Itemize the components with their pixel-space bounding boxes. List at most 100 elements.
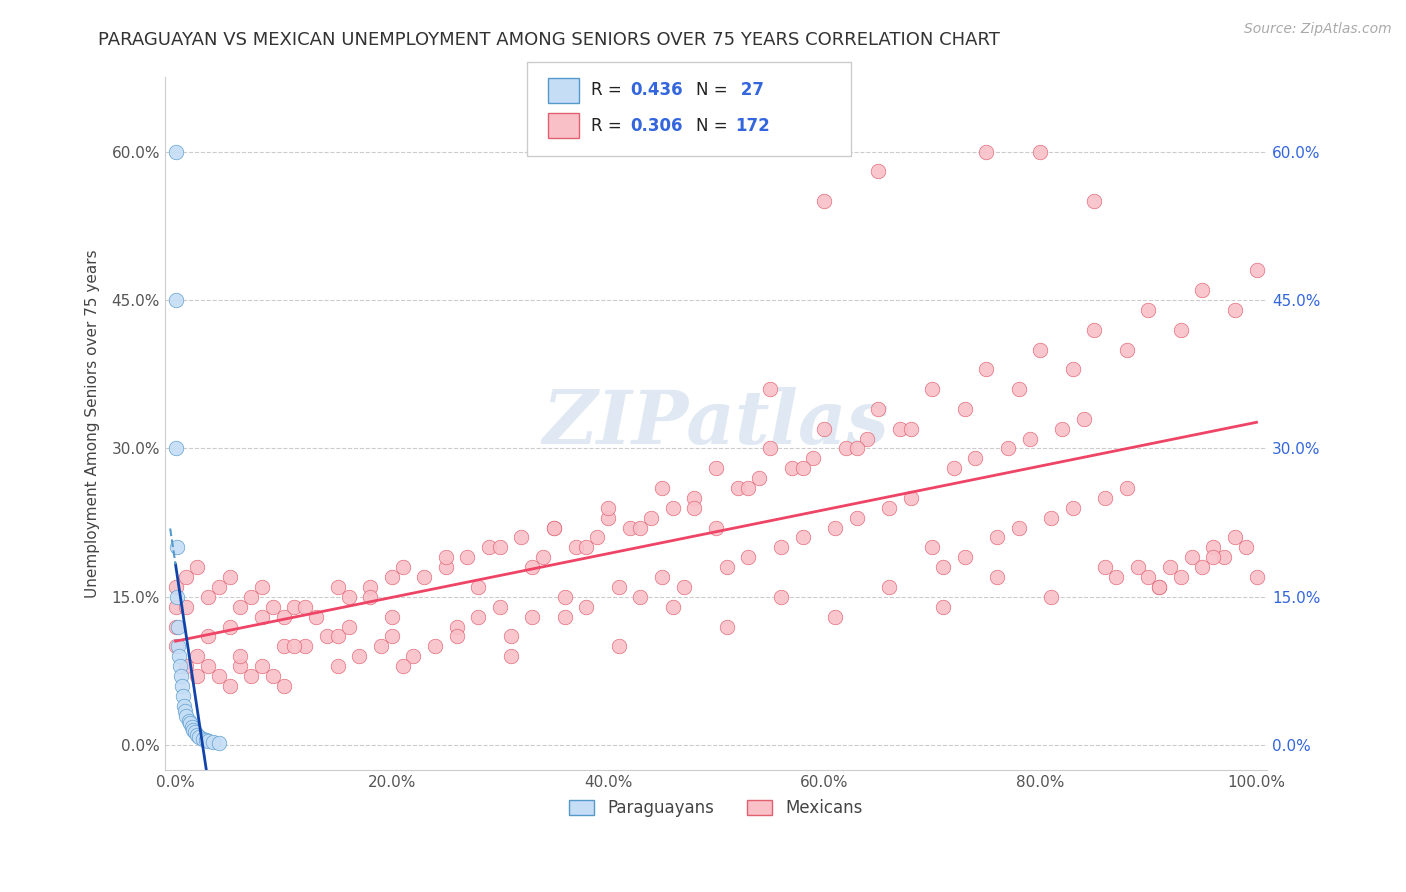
Point	[273, 679, 295, 693]
Text: R =: R =	[591, 81, 627, 99]
Point	[1223, 302, 1246, 317]
Point	[586, 531, 609, 545]
Point	[575, 599, 598, 614]
Point	[974, 362, 997, 376]
Point	[543, 520, 565, 534]
Point	[197, 659, 219, 673]
Text: 0.306: 0.306	[630, 117, 682, 135]
Point	[181, 723, 204, 738]
Point	[737, 481, 759, 495]
Text: N =: N =	[696, 81, 733, 99]
Point	[716, 560, 738, 574]
Point	[748, 471, 770, 485]
Point	[932, 560, 955, 574]
Point	[391, 659, 413, 673]
Point	[283, 640, 305, 654]
Point	[413, 570, 436, 584]
Point	[1115, 481, 1137, 495]
Point	[1147, 580, 1170, 594]
Y-axis label: Unemployment Among Seniors over 75 years: Unemployment Among Seniors over 75 years	[86, 250, 100, 598]
Point	[1062, 500, 1084, 515]
Point	[1147, 580, 1170, 594]
Point	[596, 510, 619, 524]
Point	[176, 570, 198, 584]
Point	[434, 560, 457, 574]
Point	[1159, 560, 1181, 574]
Point	[186, 649, 208, 664]
Point	[218, 570, 240, 584]
Point	[1105, 570, 1128, 584]
Point	[499, 649, 522, 664]
Point	[326, 580, 349, 594]
Point	[662, 599, 685, 614]
Point	[856, 432, 879, 446]
Point	[478, 541, 501, 555]
Text: N =: N =	[696, 117, 733, 135]
Point	[1137, 570, 1160, 584]
Point	[191, 732, 214, 747]
Point	[172, 689, 194, 703]
Point	[381, 609, 404, 624]
Point	[176, 599, 198, 614]
Point	[1246, 263, 1268, 277]
Point	[769, 590, 792, 604]
Point	[186, 728, 208, 742]
Point	[180, 721, 202, 735]
Point	[467, 609, 489, 624]
Point	[683, 491, 706, 505]
Point	[174, 704, 197, 718]
Point	[986, 570, 1008, 584]
Point	[166, 640, 188, 654]
Point	[824, 609, 846, 624]
Point	[877, 500, 900, 515]
Point	[1029, 343, 1052, 357]
Point	[889, 422, 911, 436]
Point	[197, 734, 219, 748]
Point	[877, 580, 900, 594]
Point	[391, 560, 413, 574]
Point	[240, 590, 263, 604]
Point	[942, 461, 965, 475]
Point	[166, 619, 188, 633]
Point	[932, 599, 955, 614]
Point	[921, 382, 943, 396]
Point	[176, 708, 198, 723]
Point	[1008, 520, 1031, 534]
Point	[1126, 560, 1149, 574]
Point	[510, 531, 533, 545]
Text: 172: 172	[735, 117, 770, 135]
Point	[531, 550, 554, 565]
Point	[208, 736, 231, 750]
Point	[423, 640, 446, 654]
Point	[997, 442, 1019, 456]
Point	[359, 590, 381, 604]
Point	[197, 629, 219, 643]
Text: R =: R =	[591, 117, 627, 135]
Point	[305, 609, 328, 624]
Point	[792, 461, 814, 475]
Point	[575, 541, 598, 555]
Point	[402, 649, 425, 664]
Text: 27: 27	[735, 81, 765, 99]
Point	[845, 510, 868, 524]
Point	[1181, 550, 1204, 565]
Point	[792, 531, 814, 545]
Point	[607, 580, 630, 594]
Point	[381, 570, 404, 584]
Point	[780, 461, 803, 475]
Point	[974, 145, 997, 159]
Point	[619, 520, 641, 534]
Point	[1050, 422, 1073, 436]
Point	[554, 590, 576, 604]
Point	[953, 550, 976, 565]
Point	[1083, 194, 1105, 208]
Point	[165, 619, 187, 633]
Point	[456, 550, 478, 565]
Point	[337, 590, 360, 604]
Point	[283, 599, 305, 614]
Point	[194, 733, 217, 747]
Point	[359, 580, 381, 594]
Point	[1018, 432, 1040, 446]
Point	[499, 629, 522, 643]
Point	[1040, 510, 1063, 524]
